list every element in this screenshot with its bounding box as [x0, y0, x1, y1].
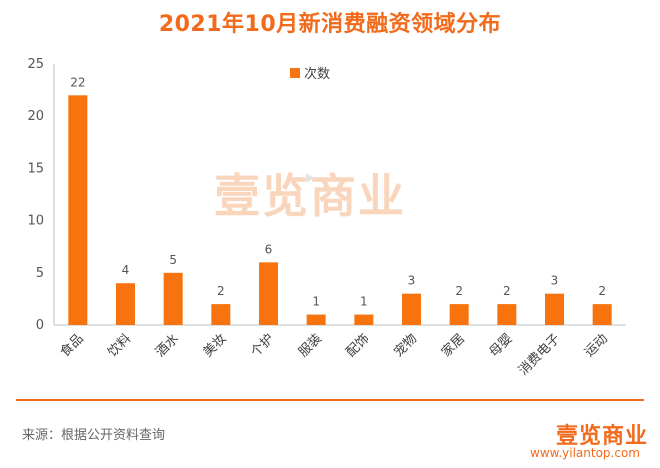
x-tick-label: 食品	[57, 331, 87, 361]
source-note: 来源：根据公开资料查询	[22, 428, 166, 443]
x-tick-label: 服装	[296, 331, 325, 360]
x-tick-label: 个护	[248, 331, 277, 360]
x-tick-label: 家居	[438, 331, 468, 361]
bar	[306, 314, 326, 325]
bar	[259, 262, 278, 325]
x-tick-label: 消费电子	[516, 331, 563, 378]
bar	[592, 304, 612, 325]
footer-divider	[16, 399, 644, 401]
brand-logo: 壹览商业	[556, 424, 649, 449]
bar-chart: 0 5 10 15 20 25 22 食品 4 饮料 5 酒水 2 美妆 6 个护 1 服装 1 配饰 3 宠物 2 家居 2 母…	[27, 57, 626, 379]
data-label: 22	[70, 75, 85, 89]
x-tick-label: 美妆	[201, 331, 230, 360]
y-tick-label: 15	[27, 161, 44, 176]
watermark: 壹览商业	[214, 169, 406, 223]
y-tick-label: 10	[27, 214, 44, 229]
x-tick-label: 饮料	[105, 331, 134, 360]
bar	[545, 293, 564, 325]
bar	[402, 293, 421, 325]
bar	[116, 283, 135, 325]
bar	[68, 95, 88, 325]
data-label: 1	[360, 295, 368, 309]
website-url: www.yilantop.com	[530, 446, 640, 460]
data-label: 2	[217, 284, 225, 298]
bar	[163, 272, 183, 325]
bar	[354, 314, 374, 325]
data-label: 3	[551, 274, 559, 288]
x-tick-label: 宠物	[391, 331, 421, 361]
x-tick-label: 运动	[582, 331, 611, 360]
data-label: 1	[312, 295, 320, 309]
data-label: 2	[455, 284, 463, 298]
data-label: 3	[408, 274, 416, 288]
x-tick-label: 母婴	[487, 331, 516, 360]
data-label: 2	[598, 284, 606, 298]
data-label: 2	[503, 284, 511, 298]
y-tick-label: 0	[36, 318, 44, 333]
data-label: 6	[265, 242, 273, 256]
legend-label: 次数	[304, 66, 330, 82]
chart-title: 2021年10月新消费融资领域分布	[158, 12, 502, 37]
bar	[211, 304, 231, 325]
bar	[449, 304, 469, 325]
bar	[497, 304, 517, 325]
y-tick-label: 20	[27, 109, 44, 124]
data-label: 5	[169, 253, 177, 267]
x-tick-label: 配饰	[344, 331, 373, 360]
data-label: 4	[122, 263, 130, 277]
y-tick-label: 25	[27, 57, 44, 72]
y-tick-label: 5	[36, 266, 44, 281]
x-tick-label: 酒水	[153, 331, 182, 360]
legend-swatch	[290, 68, 300, 78]
watermark-play-icon: ▶	[306, 170, 316, 184]
